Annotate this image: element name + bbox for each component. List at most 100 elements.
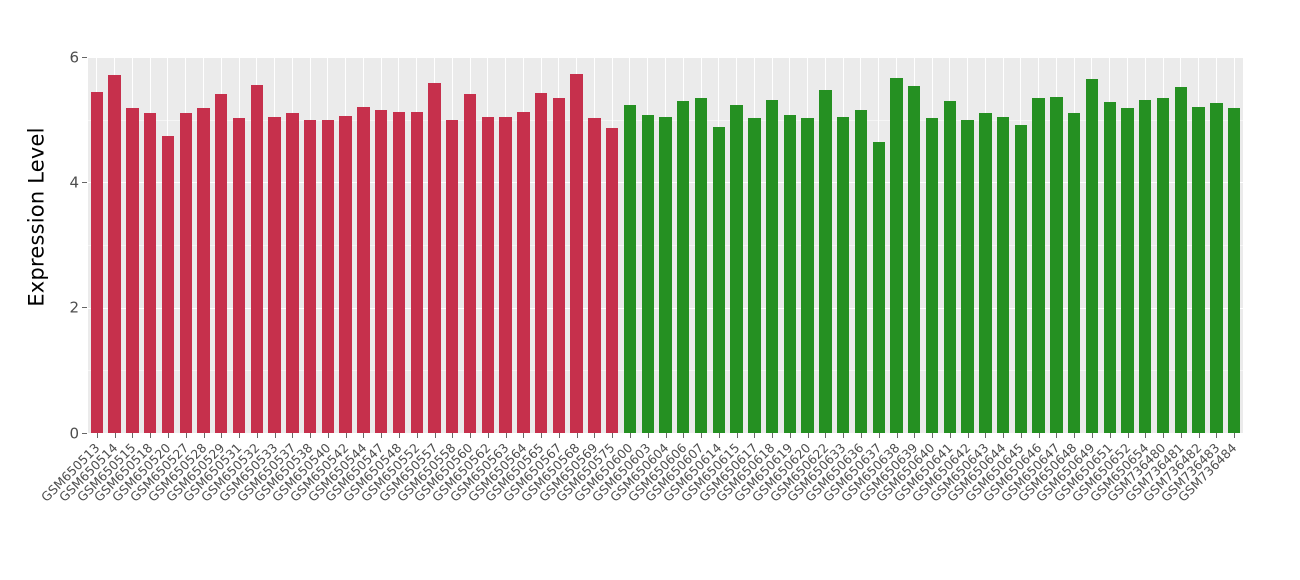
bar[interactable] xyxy=(961,119,974,433)
bar[interactable] xyxy=(1192,107,1205,433)
bar[interactable] xyxy=(339,115,352,433)
x-axis-tick-mark xyxy=(435,433,436,438)
bar[interactable] xyxy=(979,112,992,433)
bar[interactable] xyxy=(268,116,281,433)
x-axis-tick-mark xyxy=(861,433,862,438)
bar[interactable] xyxy=(126,107,139,433)
bar[interactable] xyxy=(446,119,459,433)
bar[interactable] xyxy=(1174,87,1188,433)
x-axis-tick-mark xyxy=(1181,433,1182,438)
bar[interactable] xyxy=(374,109,388,433)
bar[interactable] xyxy=(1210,102,1223,433)
x-axis-tick-mark xyxy=(150,433,151,438)
bar[interactable] xyxy=(1032,98,1045,433)
bar[interactable] xyxy=(392,112,406,433)
bar[interactable] xyxy=(996,117,1010,433)
x-axis-tick-mark xyxy=(737,433,738,438)
bar[interactable] xyxy=(250,84,264,433)
x-axis-tick-mark xyxy=(1163,433,1164,438)
bar[interactable] xyxy=(588,118,601,433)
bar[interactable] xyxy=(534,92,548,433)
bar[interactable] xyxy=(161,135,175,433)
x-axis-tick-mark xyxy=(541,433,542,438)
bar[interactable] xyxy=(499,116,512,433)
x-axis-tick-mark xyxy=(790,433,791,438)
x-axis-tick-mark xyxy=(1128,433,1129,438)
bar[interactable] xyxy=(1121,107,1134,433)
bar[interactable] xyxy=(197,108,210,433)
bar[interactable] xyxy=(605,128,619,433)
bar[interactable] xyxy=(943,100,957,433)
bar[interactable] xyxy=(819,89,832,433)
x-axis-tick-mark xyxy=(115,433,116,438)
x-axis-tick-mark xyxy=(577,433,578,438)
x-axis-tick-mark xyxy=(594,433,595,438)
bar[interactable] xyxy=(623,105,637,433)
x-axis-tick-mark xyxy=(204,433,205,438)
y-axis-tick-label: 4 xyxy=(69,173,79,192)
x-axis-tick-mark xyxy=(1234,433,1235,438)
bar[interactable] xyxy=(570,73,583,433)
bar[interactable] xyxy=(1156,97,1170,433)
bar[interactable] xyxy=(232,118,246,433)
x-axis-tick-mark xyxy=(701,433,702,438)
x-axis-tick-mark xyxy=(1199,433,1200,438)
bar[interactable] xyxy=(552,98,566,433)
bar[interactable] xyxy=(836,116,850,433)
bar[interactable] xyxy=(321,120,335,433)
bars-layer xyxy=(88,57,1243,433)
bar[interactable] xyxy=(1103,102,1116,433)
x-axis-tick-mark xyxy=(399,433,400,438)
bar[interactable] xyxy=(463,93,477,433)
bar[interactable] xyxy=(481,117,495,433)
x-axis-tick-mark xyxy=(1003,433,1004,438)
bar[interactable] xyxy=(1227,107,1241,433)
bar[interactable] xyxy=(1050,97,1063,433)
bar[interactable] xyxy=(1014,125,1028,433)
x-axis-tick-mark xyxy=(257,433,258,438)
bar[interactable] xyxy=(890,78,903,433)
x-axis-tick-mark xyxy=(328,433,329,438)
bar[interactable] xyxy=(143,112,157,433)
bar[interactable] xyxy=(854,110,868,433)
bar[interactable] xyxy=(872,142,885,433)
bar[interactable] xyxy=(1139,99,1152,433)
bar[interactable] xyxy=(108,75,121,433)
x-axis-tick-mark xyxy=(168,433,169,438)
x-axis-tick-mark xyxy=(310,433,311,438)
bar[interactable] xyxy=(765,100,779,433)
bar[interactable] xyxy=(303,119,317,433)
bar[interactable] xyxy=(712,126,726,433)
bar[interactable] xyxy=(677,100,690,433)
bar[interactable] xyxy=(641,115,654,433)
bar[interactable] xyxy=(1085,78,1099,433)
x-axis-tick-mark xyxy=(754,433,755,438)
bar[interactable] xyxy=(730,105,743,433)
bar[interactable] xyxy=(517,112,530,433)
x-axis-tick-mark xyxy=(417,433,418,438)
bar[interactable] xyxy=(694,97,708,433)
x-axis-tick-mark xyxy=(1039,433,1040,438)
bar[interactable] xyxy=(925,118,939,433)
bar[interactable] xyxy=(908,86,921,433)
bar[interactable] xyxy=(801,118,814,433)
bar[interactable] xyxy=(90,92,104,433)
bar[interactable] xyxy=(748,117,761,433)
x-axis-tick-mark xyxy=(772,433,773,438)
x-axis-tick-mark xyxy=(1021,433,1022,438)
bar[interactable] xyxy=(286,112,299,433)
bar[interactable] xyxy=(410,112,423,433)
bar[interactable] xyxy=(357,106,370,433)
x-axis-tick-mark xyxy=(897,433,898,438)
bar[interactable] xyxy=(215,93,228,433)
bar[interactable] xyxy=(428,83,441,433)
x-axis-tick-mark xyxy=(683,433,684,438)
bar[interactable] xyxy=(179,113,192,433)
y-axis-ticks: 0 2 4 6 xyxy=(0,0,88,441)
x-axis-tick-mark xyxy=(950,433,951,438)
bar[interactable] xyxy=(659,116,672,433)
x-axis-tick-mark xyxy=(879,433,880,438)
x-axis-tick-mark xyxy=(1145,433,1146,438)
bar[interactable] xyxy=(783,114,797,433)
bar[interactable] xyxy=(1067,112,1081,433)
